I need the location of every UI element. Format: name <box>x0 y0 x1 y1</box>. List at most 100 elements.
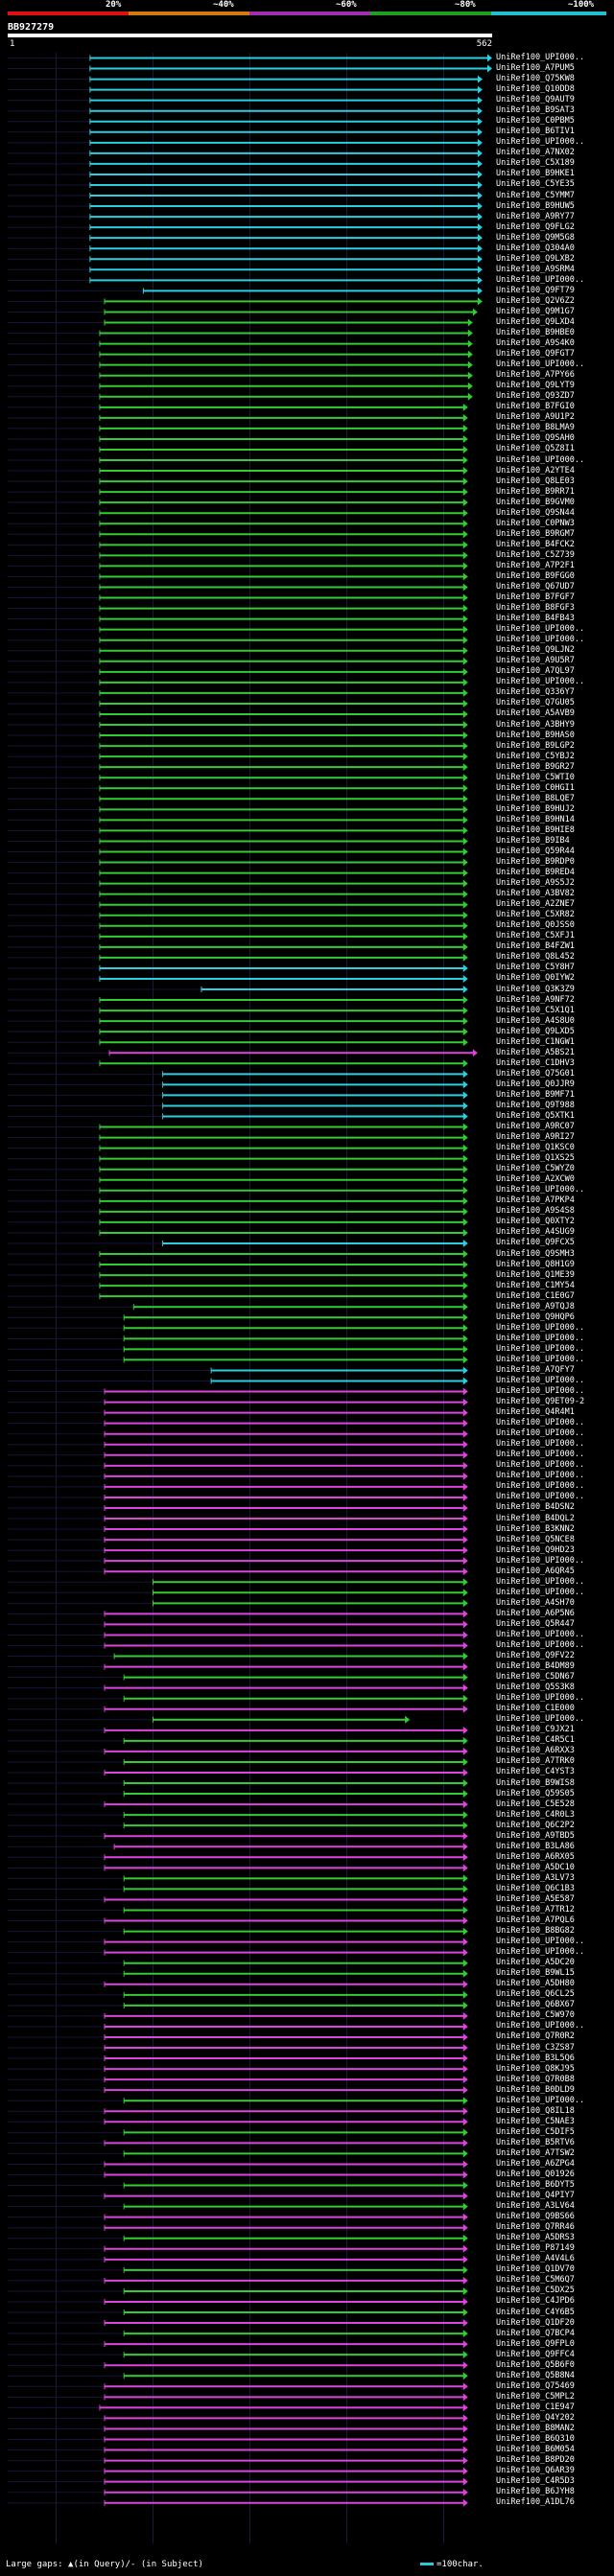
hit-label[interactable]: UniRef100_A9TQJ8 <box>496 1301 575 1311</box>
hit-label[interactable]: UniRef100_Q9FPL0 <box>496 2338 575 2349</box>
hit-row[interactable] <box>8 1683 468 1692</box>
hit-label[interactable]: UniRef100_C5MPL2 <box>496 2391 575 2402</box>
hit-row[interactable] <box>8 721 468 730</box>
hit-row[interactable] <box>8 1747 468 1755</box>
hit-label[interactable]: UniRef100_B4FCK2 <box>496 539 575 549</box>
hit-row[interactable] <box>8 149 483 157</box>
hit-label[interactable]: UniRef100_A6QR45 <box>496 1566 575 1576</box>
hit-row[interactable] <box>8 2372 468 2380</box>
hit-label[interactable]: UniRef100_C4Y6B5 <box>496 2307 575 2317</box>
hit-row[interactable] <box>8 2382 468 2391</box>
hit-label[interactable]: UniRef100_Q6AR39 <box>496 2466 575 2476</box>
hit-row[interactable] <box>8 625 468 634</box>
hit-row[interactable] <box>8 2361 468 2370</box>
hit-row[interactable] <box>8 890 468 898</box>
hit-row[interactable] <box>8 276 483 285</box>
hit-row[interactable] <box>8 1948 468 1957</box>
hit-label[interactable]: UniRef100_A7TR12 <box>496 1905 575 1915</box>
hit-label[interactable]: UniRef100_A7P2F1 <box>496 560 575 570</box>
hit-row[interactable] <box>8 1271 468 1280</box>
hit-row[interactable] <box>8 85 483 94</box>
hit-label[interactable]: UniRef100_A3BV82 <box>496 889 575 899</box>
hit-label[interactable]: UniRef100_C5YBJ2 <box>496 751 575 761</box>
hit-row[interactable] <box>8 2351 468 2359</box>
hit-row[interactable] <box>8 223 483 232</box>
hit-row[interactable] <box>8 180 483 189</box>
hit-row[interactable] <box>8 1356 468 1364</box>
hit-label[interactable]: UniRef100_A4SH70 <box>496 1597 575 1608</box>
hit-row[interactable] <box>8 1408 468 1417</box>
hit-row[interactable] <box>8 1916 468 1925</box>
hit-row[interactable] <box>8 1440 468 1449</box>
hit-row[interactable] <box>8 106 483 115</box>
hit-label[interactable]: UniRef100_C5WTI0 <box>496 772 575 782</box>
hit-label[interactable]: UniRef100_Q8H1G9 <box>496 1259 575 1269</box>
hit-row[interactable] <box>8 1694 468 1703</box>
hit-label[interactable]: UniRef100_B6M054 <box>496 2445 575 2455</box>
hit-label[interactable]: UniRef100_C5YMM7 <box>496 190 575 200</box>
hit-label[interactable]: UniRef100_B6TIV1 <box>496 127 575 137</box>
hit-label[interactable]: UniRef100_UPI000.. <box>496 1439 585 1450</box>
hit-row[interactable] <box>8 2160 468 2169</box>
hit-row[interactable] <box>8 1589 468 1597</box>
hit-label[interactable]: UniRef100_UPI000.. <box>496 1492 585 1502</box>
hit-row[interactable] <box>8 572 468 581</box>
hit-label[interactable]: UniRef100_B6Q310 <box>496 2434 575 2444</box>
hit-row[interactable] <box>8 1482 468 1491</box>
hit-label[interactable]: UniRef100_UPI000.. <box>496 1629 585 1639</box>
hit-label[interactable]: UniRef100_UPI000.. <box>496 1460 585 1471</box>
hit-label[interactable]: UniRef100_Q0JJR9 <box>496 1079 575 1089</box>
hit-label[interactable]: UniRef100_Q1KSC0 <box>496 1143 575 1153</box>
hit-row[interactable] <box>8 488 468 497</box>
hit-label[interactable]: UniRef100_A6ZPG4 <box>496 2158 575 2169</box>
hit-row[interactable] <box>8 2170 468 2179</box>
hit-row[interactable] <box>8 1705 468 1713</box>
hit-label[interactable]: UniRef100_Q7BCP4 <box>496 2328 575 2338</box>
hit-row[interactable] <box>8 1567 468 1576</box>
hit-label[interactable]: UniRef100_UPI000.. <box>496 53 585 62</box>
hit-label[interactable]: UniRef100_Q336Y7 <box>496 687 575 698</box>
hit-row[interactable] <box>8 1250 468 1259</box>
hit-label[interactable]: UniRef100_Q5NCE8 <box>496 1534 575 1544</box>
hit-label[interactable]: UniRef100_UPI000.. <box>496 1354 585 1364</box>
hit-row[interactable] <box>8 445 468 453</box>
hit-row[interactable] <box>8 2297 468 2306</box>
hit-label[interactable]: UniRef100_C5DX25 <box>496 2286 575 2296</box>
hit-label[interactable]: UniRef100_Q6BX67 <box>496 2000 575 2010</box>
hit-label[interactable]: UniRef100_Q1XS25 <box>496 1153 575 1164</box>
hit-row[interactable] <box>8 2118 468 2126</box>
hit-row[interactable] <box>8 2414 468 2423</box>
hit-row[interactable] <box>8 2065 468 2074</box>
hit-row[interactable] <box>8 699 468 708</box>
hit-label[interactable]: UniRef100_Q1DF20 <box>496 2317 575 2328</box>
hit-label[interactable]: UniRef100_B9LGP2 <box>496 740 575 751</box>
hit-label[interactable]: UniRef100_A6P5N6 <box>496 1608 575 1618</box>
hit-label[interactable]: UniRef100_A5BS21 <box>496 1047 575 1057</box>
hit-label[interactable]: UniRef100_B4DQL2 <box>496 1513 575 1523</box>
hit-row[interactable] <box>8 2001 468 2009</box>
hit-row[interactable] <box>8 1938 468 1946</box>
hit-label[interactable]: UniRef100_C5X1Q1 <box>496 1005 575 1015</box>
hit-row[interactable] <box>8 360 473 369</box>
hit-label[interactable]: UniRef100_A9S5J2 <box>496 878 575 889</box>
hit-row[interactable] <box>8 75 483 83</box>
hit-label[interactable]: UniRef100_Q75469 <box>496 2380 575 2391</box>
hit-label[interactable]: UniRef100_Q9LJN2 <box>496 645 575 656</box>
hit-label[interactable]: UniRef100_C1DHV3 <box>496 1057 575 1068</box>
hit-label[interactable]: UniRef100_C5DN67 <box>496 1672 575 1683</box>
hit-row[interactable] <box>8 688 468 697</box>
hit-row[interactable] <box>8 54 492 62</box>
hit-row[interactable] <box>8 900 468 909</box>
hit-label[interactable]: UniRef100_Q5R447 <box>496 1618 575 1629</box>
hit-label[interactable]: UniRef100_B9GR27 <box>496 761 575 772</box>
hit-label[interactable]: UniRef100_Q9M1G7 <box>496 306 575 316</box>
hit-row[interactable] <box>8 1980 468 1988</box>
hit-row[interactable] <box>8 2498 468 2507</box>
hit-label[interactable]: UniRef100_Q01926 <box>496 2170 575 2179</box>
hit-label[interactable]: UniRef100_B9SAT3 <box>496 105 575 116</box>
hit-label[interactable]: UniRef100_B8PD20 <box>496 2455 575 2466</box>
hit-label[interactable]: UniRef100_A4V4L6 <box>496 2254 575 2264</box>
hit-label[interactable]: UniRef100_Q9FLG2 <box>496 221 575 232</box>
hit-label[interactable]: UniRef100_B6DYT5 <box>496 2180 575 2191</box>
hit-row[interactable] <box>8 382 473 390</box>
